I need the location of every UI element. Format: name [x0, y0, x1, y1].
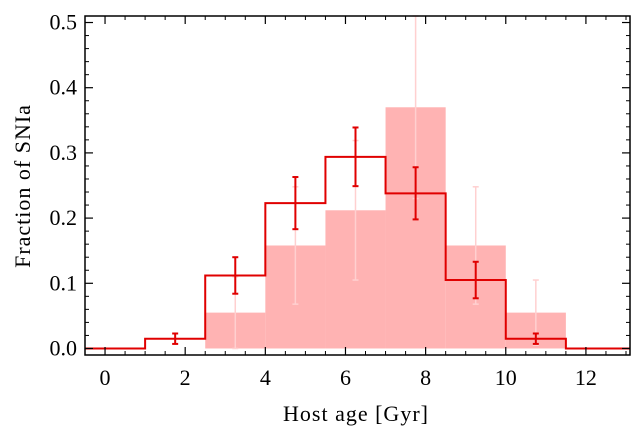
- plot-frame: [84, 15, 631, 356]
- step-errorbar-1: [172, 332, 179, 345]
- step-errorbar-5: [412, 166, 419, 221]
- x-tick-label: 10: [495, 365, 517, 390]
- filled-histogram-series: [205, 107, 566, 349]
- step-errorbar-4: [352, 126, 359, 188]
- step-errorbar-3: [292, 176, 299, 231]
- y-tick-label: 0.1: [50, 270, 78, 295]
- y-tick-label: 0.5: [50, 10, 78, 35]
- x-tick-labels: 0 2 4 6 8 10 12: [100, 365, 597, 390]
- y-tick-label: 0.2: [50, 205, 78, 230]
- x-tick-label: 8: [420, 365, 431, 390]
- x-tick-label: 6: [340, 365, 351, 390]
- y-tick-label: 0.3: [50, 140, 78, 165]
- axis-ticks: [84, 16, 630, 355]
- y-tick-label: 0.0: [50, 335, 78, 360]
- y-tick-labels: 0.0 0.1 0.2 0.3 0.4 0.5: [50, 10, 78, 361]
- step-errorbars: [172, 126, 539, 345]
- step-errorbar-2: [232, 256, 239, 295]
- x-tick-label: 0: [100, 365, 111, 390]
- step-errorbar-6: [472, 260, 479, 300]
- y-axis-title: Fraction of SNIa: [10, 104, 35, 268]
- x-tick-label: 2: [180, 365, 191, 390]
- x-axis-title: Host age [Gyr]: [283, 401, 429, 426]
- x-tick-label: 4: [260, 365, 271, 390]
- x-tick-label: 12: [575, 365, 597, 390]
- y-tick-label: 0.4: [50, 75, 78, 100]
- step-errorbar-7: [532, 332, 539, 345]
